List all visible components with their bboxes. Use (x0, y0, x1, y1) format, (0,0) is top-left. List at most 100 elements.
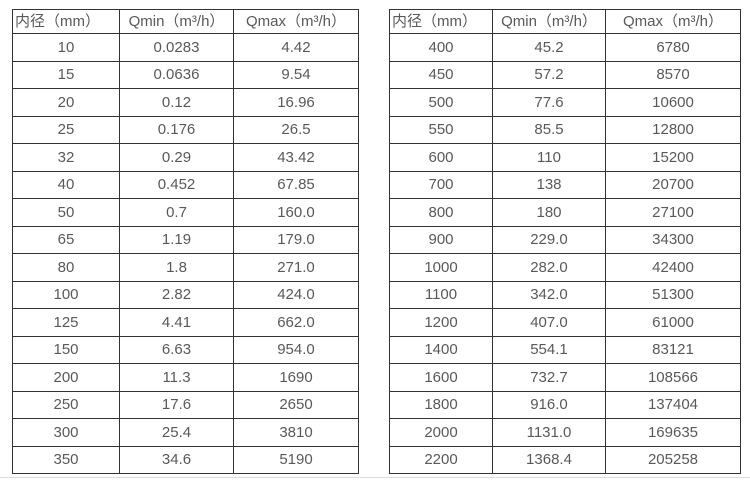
flow-table-large-diameters: 内径（mm） Qmin（m³/h） Qmax（m³/h） 400 45.2 6780 45… (389, 9, 741, 474)
cell: 34300 (605, 225, 741, 254)
cell: 1100 (389, 280, 493, 309)
column-header: Qmax（m³/h） (233, 9, 359, 34)
table-row: 150 6.63 954.0 (12, 335, 359, 364)
column-header: Qmin（m³/h） (119, 9, 234, 34)
cell: 1.8 (119, 253, 234, 282)
table-row: 1600 732.7 108566 (389, 363, 741, 392)
cell: 83121 (605, 335, 741, 364)
cell: 1.19 (119, 225, 234, 254)
cell: 20700 (605, 170, 741, 199)
column-header: 内径（mm） (389, 9, 493, 34)
table-row: 2000 1131.0 169635 (389, 418, 741, 447)
cell: 65 (12, 225, 120, 254)
table-header: 内径（mm） Qmin（m³/h） Qmax（m³/h） (12, 9, 359, 34)
cell: 17.6 (119, 390, 234, 419)
cell: 26.5 (233, 115, 359, 144)
table-row: 300 25.4 3810 (12, 418, 359, 447)
cell: 916.0 (492, 390, 606, 419)
cell: 32 (12, 143, 120, 172)
cell: 954.0 (233, 335, 359, 364)
table-row: 400 45.2 6780 (389, 33, 741, 62)
cell: 0.0636 (119, 60, 234, 89)
cell: 40 (12, 170, 120, 199)
cell: 138 (492, 170, 606, 199)
cell: 1800 (389, 390, 493, 419)
cell: 0.176 (119, 115, 234, 144)
table-body: 10 0.0283 4.42 15 0.0636 9.54 20 0.12 16.96 25 0.1… (12, 33, 359, 474)
header-row: 内径（mm） Qmin（m³/h） Qmax（m³/h） (12, 9, 359, 34)
cell: 110 (492, 143, 606, 172)
cell: 51300 (605, 280, 741, 309)
cell: 0.7 (119, 198, 234, 227)
cell: 424.0 (233, 280, 359, 309)
cell: 27100 (605, 198, 741, 227)
cell: 15200 (605, 143, 741, 172)
cell: 732.7 (492, 363, 606, 392)
table-row: 1000 282.0 42400 (389, 253, 741, 282)
cell: 45.2 (492, 33, 606, 62)
table-row: 900 229.0 34300 (389, 225, 741, 254)
cell: 500 (389, 88, 493, 117)
table-row: 600 110 15200 (389, 143, 741, 172)
cell: 57.2 (492, 60, 606, 89)
table-row: 250 17.6 2650 (12, 390, 359, 419)
cell: 350 (12, 445, 120, 474)
table-header: 内径（mm） Qmin（m³/h） Qmax（m³/h） (389, 9, 741, 34)
cell: 169635 (605, 418, 741, 447)
table-row: 50 0.7 160.0 (12, 198, 359, 227)
cell: 34.6 (119, 445, 234, 474)
cell: 450 (389, 60, 493, 89)
cell: 700 (389, 170, 493, 199)
cell: 1400 (389, 335, 493, 364)
cell: 229.0 (492, 225, 606, 254)
cell: 6780 (605, 33, 741, 62)
table-row: 350 34.6 5190 (12, 445, 359, 474)
table-row: 800 180 27100 (389, 198, 741, 227)
cell: 125 (12, 308, 120, 337)
cell: 1368.4 (492, 445, 606, 474)
cell: 77.6 (492, 88, 606, 117)
cell: 137404 (605, 390, 741, 419)
cell: 1690 (233, 363, 359, 392)
table-row: 1100 342.0 51300 (389, 280, 741, 309)
cell: 43.42 (233, 143, 359, 172)
cell: 61000 (605, 308, 741, 337)
cell: 4.41 (119, 308, 234, 337)
cell: 15 (12, 60, 120, 89)
cell: 10 (12, 33, 120, 62)
cell: 5190 (233, 445, 359, 474)
cell: 6.63 (119, 335, 234, 364)
table-row: 80 1.8 271.0 (12, 253, 359, 282)
cell: 271.0 (233, 253, 359, 282)
cell: 1131.0 (492, 418, 606, 447)
table-row: 500 77.6 10600 (389, 88, 741, 117)
cell: 67.85 (233, 170, 359, 199)
cell: 4.42 (233, 33, 359, 62)
cell: 20 (12, 88, 120, 117)
column-header: Qmin（m³/h） (492, 9, 606, 34)
cell: 2650 (233, 390, 359, 419)
page-bottom-rule (0, 477, 750, 478)
cell: 100 (12, 280, 120, 309)
cell: 0.29 (119, 143, 234, 172)
cell: 80 (12, 253, 120, 282)
cell: 8570 (605, 60, 741, 89)
column-header: Qmax（m³/h） (605, 9, 741, 34)
cell: 1600 (389, 363, 493, 392)
table-row: 20 0.12 16.96 (12, 88, 359, 117)
cell: 25 (12, 115, 120, 144)
table-row: 1400 554.1 83121 (389, 335, 741, 364)
table-row: 10 0.0283 4.42 (12, 33, 359, 62)
cell: 200 (12, 363, 120, 392)
cell: 179.0 (233, 225, 359, 254)
cell: 342.0 (492, 280, 606, 309)
cell: 800 (389, 198, 493, 227)
table-row: 25 0.176 26.5 (12, 115, 359, 144)
table-row: 1200 407.0 61000 (389, 308, 741, 337)
cell: 150 (12, 335, 120, 364)
table-row: 32 0.29 43.42 (12, 143, 359, 172)
cell: 205258 (605, 445, 741, 474)
cell: 400 (389, 33, 493, 62)
cell: 11.3 (119, 363, 234, 392)
table-row: 550 85.5 12800 (389, 115, 741, 144)
